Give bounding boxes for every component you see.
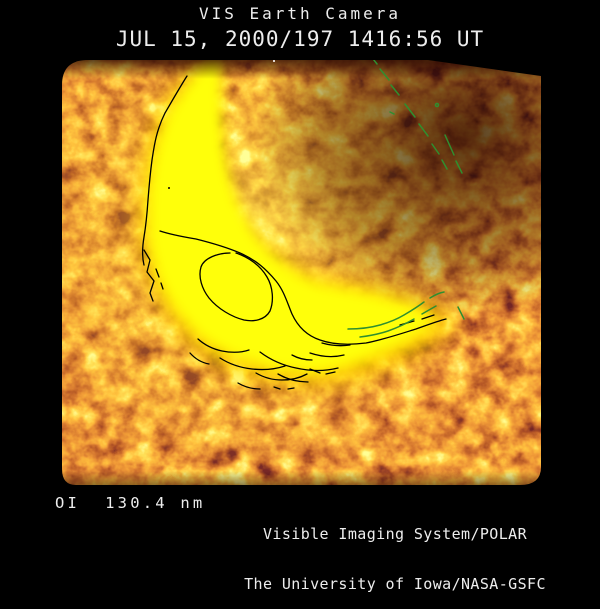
timestamp: JUL 15, 2000/197 1416:56 UT — [115, 27, 485, 51]
nightside-shadow — [255, 60, 541, 315]
top-edge-shade — [62, 60, 541, 79]
wavelength-label: OI 130.4 nm — [55, 494, 206, 512]
earth-dayglow-core — [149, 60, 435, 372]
credit-label: The University of Iowa/NASA-GSFC — [244, 574, 546, 593]
coastline-overlay-night — [347, 60, 465, 338]
vis-earth-camera-screen: { "header": { "title": "VIS Earth Camera… — [55, 4, 546, 592]
page-title: VIS Earth Camera — [198, 4, 402, 23]
credit-block: Visible Imaging System/POLAR The Univers… — [190, 493, 600, 609]
uv-earth-camera-image — [62, 60, 541, 485]
bottom-edge-shade — [62, 471, 541, 485]
fiducial-tick — [273, 60, 279, 62]
instrument-label: Visible Imaging System/POLAR — [262, 525, 528, 543]
coastline-overlay-day — [141, 75, 447, 390]
